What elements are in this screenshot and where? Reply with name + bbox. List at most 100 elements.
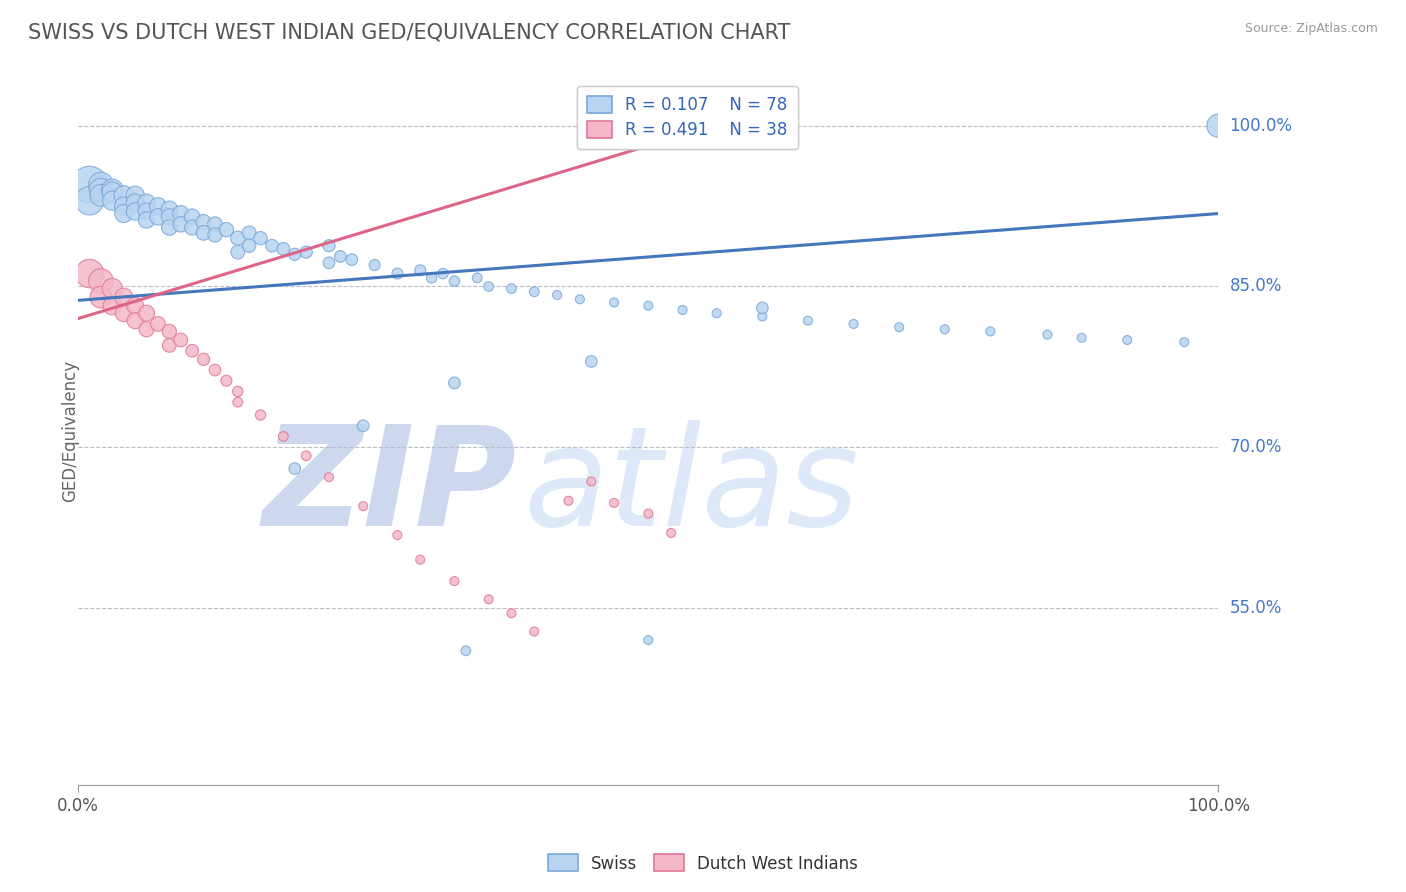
Point — [204, 217, 226, 231]
Point — [135, 306, 157, 320]
Point — [659, 525, 682, 540]
Point — [112, 290, 135, 304]
Text: 55.0%: 55.0% — [1230, 599, 1282, 617]
Point — [112, 206, 135, 220]
Point — [193, 226, 215, 240]
Point — [90, 290, 112, 304]
Text: Source: ZipAtlas.com: Source: ZipAtlas.com — [1244, 22, 1378, 36]
Point — [557, 493, 579, 508]
Point — [295, 449, 318, 463]
Point — [603, 295, 626, 310]
Point — [340, 252, 363, 267]
Point — [215, 222, 238, 236]
Point — [409, 552, 432, 566]
Point — [1116, 333, 1139, 347]
Point — [352, 499, 374, 513]
Point — [581, 475, 603, 489]
Point — [581, 354, 603, 368]
Point — [101, 282, 124, 296]
Point — [671, 303, 693, 318]
Y-axis label: GED/Equivalency: GED/Equivalency — [60, 360, 79, 502]
Point — [409, 263, 432, 277]
Point — [181, 343, 204, 358]
Point — [523, 285, 546, 299]
Point — [363, 258, 385, 272]
Point — [112, 199, 135, 213]
Point — [226, 395, 249, 409]
Text: 85.0%: 85.0% — [1230, 277, 1282, 295]
Text: 100.0%: 100.0% — [1230, 117, 1292, 135]
Point — [79, 178, 101, 192]
Point — [204, 227, 226, 242]
Point — [124, 195, 146, 210]
Legend: Swiss, Dutch West Indians: Swiss, Dutch West Indians — [541, 847, 865, 880]
Point — [979, 325, 1001, 339]
Point — [170, 206, 193, 220]
Point — [124, 188, 146, 202]
Text: atlas: atlas — [523, 420, 859, 555]
Point — [90, 274, 112, 288]
Point — [454, 644, 477, 658]
Point — [934, 322, 956, 336]
Point — [226, 245, 249, 260]
Point — [124, 204, 146, 219]
Point — [135, 322, 157, 336]
Point — [260, 238, 283, 252]
Point — [1208, 119, 1230, 133]
Point — [181, 210, 204, 224]
Point — [79, 194, 101, 208]
Point — [124, 314, 146, 328]
Point — [465, 270, 488, 285]
Point — [387, 267, 409, 281]
Point — [568, 293, 591, 307]
Point — [603, 496, 626, 510]
Point — [238, 226, 260, 240]
Point — [273, 429, 295, 443]
Point — [90, 183, 112, 197]
Text: ZIP: ZIP — [263, 420, 517, 555]
Point — [135, 195, 157, 210]
Point — [387, 528, 409, 542]
Point — [478, 279, 501, 293]
Point — [101, 194, 124, 208]
Point — [157, 220, 180, 235]
Point — [181, 220, 204, 235]
Point — [170, 217, 193, 231]
Legend: R = 0.107    N = 78, R = 0.491    N = 38: R = 0.107 N = 78, R = 0.491 N = 38 — [576, 86, 797, 149]
Point — [797, 314, 820, 328]
Point — [157, 338, 180, 352]
Point — [193, 215, 215, 229]
Point — [101, 183, 124, 197]
Point — [90, 188, 112, 202]
Point — [101, 185, 124, 199]
Point — [889, 320, 911, 334]
Point — [238, 238, 260, 252]
Point — [226, 384, 249, 399]
Point — [318, 256, 340, 270]
Point — [501, 282, 523, 296]
Point — [478, 592, 501, 607]
Point — [226, 231, 249, 245]
Point — [284, 461, 307, 475]
Point — [215, 374, 238, 388]
Point — [318, 238, 340, 252]
Point — [751, 119, 773, 133]
Point — [146, 210, 169, 224]
Point — [318, 470, 340, 484]
Point — [112, 188, 135, 202]
Point — [157, 210, 180, 224]
Point — [90, 178, 112, 192]
Point — [443, 274, 465, 288]
Point — [204, 363, 226, 377]
Point — [79, 267, 101, 281]
Point — [146, 317, 169, 331]
Point — [170, 333, 193, 347]
Point — [295, 245, 318, 260]
Point — [273, 242, 295, 256]
Point — [146, 199, 169, 213]
Point — [101, 299, 124, 313]
Point — [157, 325, 180, 339]
Point — [1036, 327, 1059, 342]
Text: SWISS VS DUTCH WEST INDIAN GED/EQUIVALENCY CORRELATION CHART: SWISS VS DUTCH WEST INDIAN GED/EQUIVALEN… — [28, 22, 790, 42]
Point — [637, 507, 659, 521]
